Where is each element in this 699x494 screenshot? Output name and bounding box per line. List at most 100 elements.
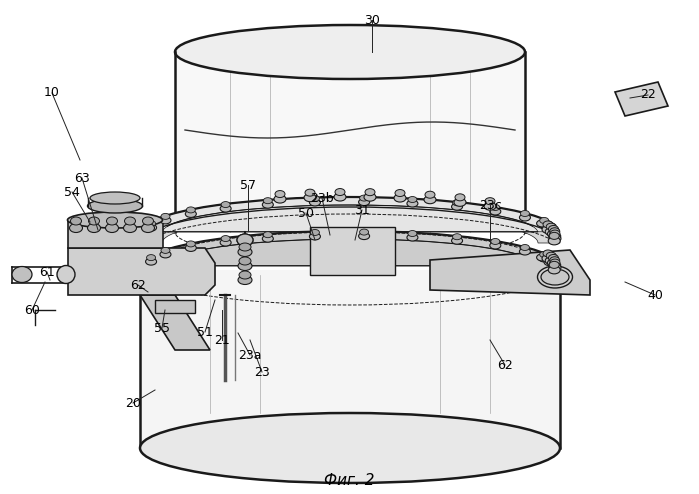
Text: 23a: 23a bbox=[238, 348, 261, 362]
Text: 23c: 23c bbox=[479, 199, 501, 211]
Ellipse shape bbox=[519, 248, 531, 255]
Ellipse shape bbox=[220, 239, 231, 246]
Ellipse shape bbox=[124, 217, 136, 225]
Ellipse shape bbox=[452, 237, 463, 244]
Ellipse shape bbox=[147, 254, 156, 261]
Polygon shape bbox=[68, 248, 215, 295]
Ellipse shape bbox=[57, 265, 75, 284]
Text: 23: 23 bbox=[254, 366, 270, 378]
Ellipse shape bbox=[237, 234, 253, 246]
Ellipse shape bbox=[264, 198, 273, 204]
Ellipse shape bbox=[407, 200, 418, 207]
Ellipse shape bbox=[485, 198, 495, 205]
Ellipse shape bbox=[424, 196, 436, 204]
Ellipse shape bbox=[334, 193, 346, 201]
Ellipse shape bbox=[238, 276, 252, 285]
Ellipse shape bbox=[544, 259, 555, 266]
Polygon shape bbox=[140, 197, 560, 232]
Ellipse shape bbox=[359, 195, 368, 201]
Ellipse shape bbox=[407, 234, 418, 241]
Ellipse shape bbox=[543, 221, 553, 228]
Ellipse shape bbox=[161, 213, 170, 219]
Ellipse shape bbox=[545, 257, 557, 265]
Ellipse shape bbox=[545, 228, 557, 236]
Ellipse shape bbox=[540, 217, 549, 223]
Polygon shape bbox=[140, 207, 560, 243]
Ellipse shape bbox=[537, 254, 547, 261]
Ellipse shape bbox=[185, 210, 196, 217]
Polygon shape bbox=[140, 231, 560, 266]
Ellipse shape bbox=[262, 201, 273, 208]
Ellipse shape bbox=[544, 225, 555, 232]
Ellipse shape bbox=[305, 189, 315, 196]
Ellipse shape bbox=[550, 259, 560, 266]
Ellipse shape bbox=[537, 220, 547, 227]
Text: 40: 40 bbox=[647, 288, 663, 301]
Ellipse shape bbox=[124, 223, 136, 233]
Polygon shape bbox=[155, 300, 195, 313]
Ellipse shape bbox=[275, 191, 285, 198]
Ellipse shape bbox=[364, 193, 376, 201]
Ellipse shape bbox=[491, 205, 500, 210]
Text: 20: 20 bbox=[125, 397, 141, 410]
Ellipse shape bbox=[335, 189, 345, 196]
Text: 21: 21 bbox=[214, 333, 230, 346]
Ellipse shape bbox=[549, 257, 560, 264]
Ellipse shape bbox=[145, 258, 157, 265]
Ellipse shape bbox=[160, 217, 171, 224]
Text: 30: 30 bbox=[364, 13, 380, 27]
Ellipse shape bbox=[549, 228, 560, 235]
Ellipse shape bbox=[160, 251, 171, 258]
Ellipse shape bbox=[145, 224, 157, 231]
Ellipse shape bbox=[147, 221, 156, 227]
Ellipse shape bbox=[549, 232, 559, 240]
Ellipse shape bbox=[140, 413, 560, 483]
Polygon shape bbox=[430, 250, 590, 295]
Text: 61: 61 bbox=[39, 265, 55, 279]
Text: 51: 51 bbox=[197, 326, 213, 338]
Ellipse shape bbox=[543, 250, 553, 257]
Text: 62: 62 bbox=[497, 359, 513, 371]
Ellipse shape bbox=[548, 266, 560, 274]
Ellipse shape bbox=[304, 194, 316, 202]
FancyBboxPatch shape bbox=[140, 270, 560, 448]
Ellipse shape bbox=[239, 271, 251, 279]
Polygon shape bbox=[140, 295, 210, 350]
Ellipse shape bbox=[519, 214, 531, 221]
Text: 63: 63 bbox=[74, 171, 90, 184]
Ellipse shape bbox=[452, 234, 461, 240]
Ellipse shape bbox=[549, 232, 561, 240]
Text: 31: 31 bbox=[354, 204, 370, 216]
Ellipse shape bbox=[546, 252, 556, 259]
Ellipse shape bbox=[359, 233, 370, 240]
Ellipse shape bbox=[143, 217, 154, 225]
Ellipse shape bbox=[87, 223, 101, 233]
Ellipse shape bbox=[187, 241, 195, 247]
Ellipse shape bbox=[484, 202, 496, 210]
Ellipse shape bbox=[549, 225, 559, 233]
Text: 10: 10 bbox=[44, 86, 60, 99]
Ellipse shape bbox=[395, 190, 405, 197]
Ellipse shape bbox=[550, 230, 560, 237]
Text: 62: 62 bbox=[130, 279, 146, 291]
Ellipse shape bbox=[221, 236, 230, 242]
Ellipse shape bbox=[452, 200, 461, 206]
Ellipse shape bbox=[68, 212, 162, 228]
Ellipse shape bbox=[454, 198, 466, 206]
Ellipse shape bbox=[239, 257, 251, 265]
Text: 22: 22 bbox=[640, 88, 656, 101]
Ellipse shape bbox=[141, 223, 154, 233]
Ellipse shape bbox=[539, 255, 549, 262]
Ellipse shape bbox=[89, 217, 99, 225]
Ellipse shape bbox=[547, 230, 559, 238]
Ellipse shape bbox=[71, 217, 82, 225]
Ellipse shape bbox=[491, 239, 500, 245]
Ellipse shape bbox=[359, 229, 368, 235]
Text: 57: 57 bbox=[240, 178, 256, 192]
Ellipse shape bbox=[490, 208, 500, 215]
Ellipse shape bbox=[262, 235, 273, 242]
Ellipse shape bbox=[106, 223, 119, 233]
Ellipse shape bbox=[310, 233, 320, 240]
Ellipse shape bbox=[542, 225, 554, 234]
Ellipse shape bbox=[185, 245, 196, 251]
